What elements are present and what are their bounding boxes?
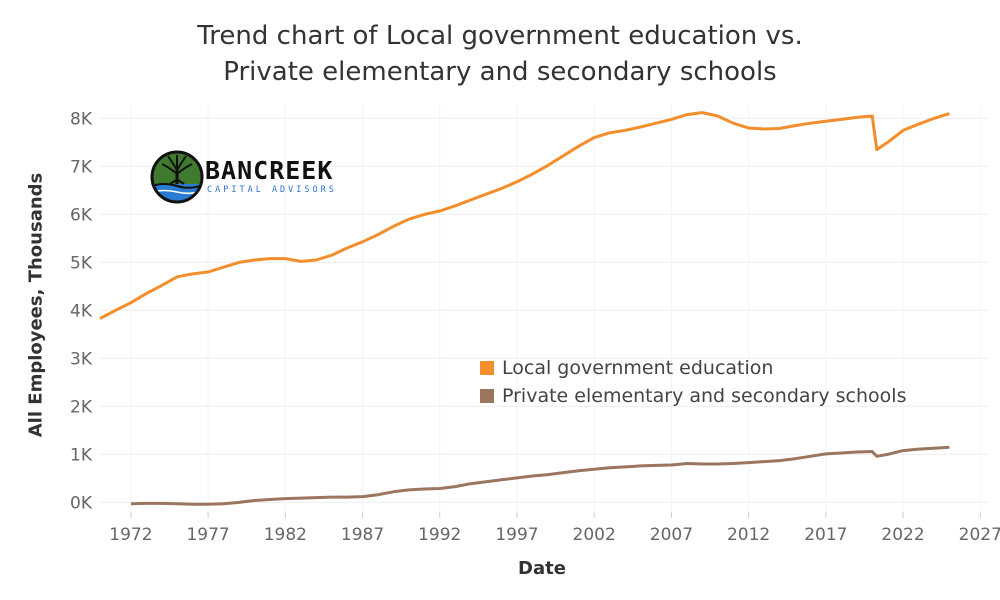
y-tick-label: 6K — [70, 205, 93, 225]
chart-title-line-1: Trend chart of Local government educatio… — [197, 21, 803, 51]
x-tick-label: 1997 — [495, 525, 538, 545]
y-axis-ticks: 0K 1K 2K 3K 4K 5K 6K 7K 8K — [70, 109, 93, 513]
legend-swatch — [480, 389, 494, 403]
series-line-local-government-education — [99, 111, 950, 320]
bancreek-logo: BANCREEK CAPITAL ADVISORS — [150, 150, 350, 206]
x-tick-label: 2027 — [959, 525, 1000, 545]
y-tick-label: 4K — [70, 301, 93, 321]
x-tick-label: 1972 — [109, 525, 152, 545]
y-tick-label: 7K — [70, 157, 93, 177]
legend-item-local-government-education: Local government education — [480, 354, 906, 382]
y-tick-label: 8K — [70, 109, 93, 129]
y-axis-label: All Employees, Thousands — [25, 172, 47, 438]
x-tick-label: 2017 — [804, 525, 847, 545]
y-tick-label: 3K — [70, 349, 93, 369]
y-tick-label: 1K — [70, 445, 93, 465]
x-axis-ticks: 1972 1977 1982 1987 1992 1997 2002 2007 2012 2017… — [109, 512, 1000, 545]
x-axis-label: Date — [518, 558, 566, 579]
chart-title-line-2: Private elementary and secondary schools — [223, 57, 777, 87]
logo-subtitle: CAPITAL ADVISORS — [207, 185, 337, 195]
logo-name: BANCREEK — [205, 156, 334, 185]
legend: Local government education Private eleme… — [480, 354, 906, 410]
legend-item-private-schools: Private elementary and secondary schools — [480, 382, 906, 410]
legend-swatch — [480, 361, 494, 375]
x-tick-label: 2012 — [727, 525, 770, 545]
chart-title: Trend chart of Local government educatio… — [0, 18, 1000, 90]
legend-label: Local government education — [502, 357, 774, 379]
x-tick-label: 1977 — [186, 525, 229, 545]
x-tick-label: 1992 — [418, 525, 461, 545]
x-tick-label: 2002 — [573, 525, 616, 545]
tree-river-icon — [150, 150, 204, 204]
series-line-private-schools — [130, 445, 950, 506]
x-tick-label: 1987 — [341, 525, 384, 545]
x-tick-label: 1982 — [264, 525, 307, 545]
series-lines — [99, 111, 950, 506]
legend-label: Private elementary and secondary schools — [502, 385, 907, 407]
x-tick-label: 2007 — [650, 525, 693, 545]
y-tick-label: 2K — [70, 397, 93, 417]
y-tick-label: 5K — [70, 253, 93, 273]
y-tick-label: 0K — [70, 493, 93, 513]
x-tick-label: 2022 — [881, 525, 924, 545]
